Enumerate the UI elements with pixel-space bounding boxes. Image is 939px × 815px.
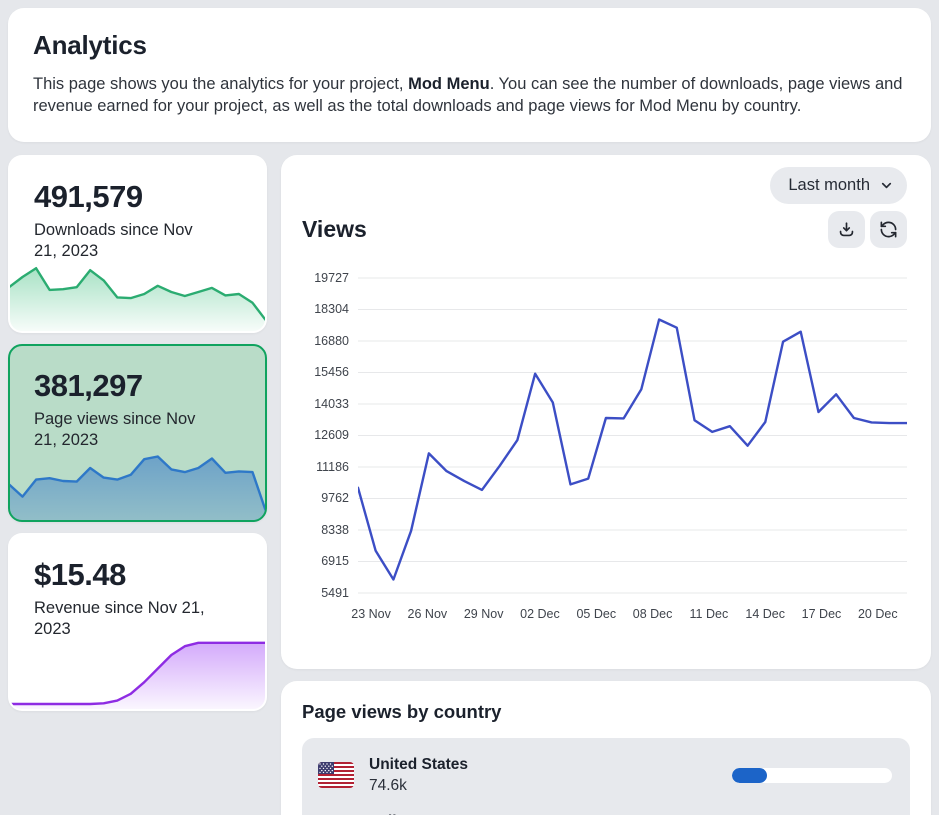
- country-name: United States: [369, 755, 469, 773]
- date-range-dropdown[interactable]: Last month: [770, 166, 907, 204]
- y-axis-label: 6915: [321, 554, 349, 569]
- country-list: United States 74.6k: [302, 737, 910, 815]
- country-bar-fill: [732, 767, 768, 783]
- x-axis-label: 05 Dec: [576, 606, 617, 621]
- y-axis-label: 12609: [314, 428, 349, 443]
- chart-title-row: Views: [302, 210, 907, 248]
- x-axis-label: 02 Dec: [520, 606, 560, 621]
- y-axis-label: 19727: [314, 270, 349, 285]
- revenue-label: Revenue since Nov 21, 2023: [34, 598, 205, 638]
- country-views-value: 74.6k: [369, 776, 407, 794]
- country-text: United States 74.6k: [369, 756, 468, 795]
- x-axis-label: 11 Dec: [689, 606, 729, 621]
- us-flag-icon: [318, 762, 354, 789]
- download-icon: [837, 220, 856, 239]
- y-axis-label: 16880: [314, 333, 349, 348]
- y-axis-label: 8338: [321, 522, 349, 537]
- y-axis-label: 14033: [314, 396, 349, 411]
- stat-card-downloads[interactable]: 491,579 Downloads since Nov 21, 2023: [8, 154, 267, 333]
- date-range-value: Last month: [788, 175, 870, 194]
- country-text: India: [369, 813, 405, 815]
- country-views-card: Page views by country: [281, 680, 931, 815]
- project-name: Mod Menu: [408, 75, 490, 93]
- country-panel-title: Page views by country: [302, 700, 502, 722]
- y-axis-label: 15456: [314, 365, 349, 380]
- stat-card-page-views[interactable]: 381,297 Page views since Nov 21, 2023: [8, 343, 267, 522]
- page-views-count: 381,297: [34, 367, 143, 403]
- x-axis-label: 26 Nov: [407, 606, 448, 621]
- stat-column: 491,579 Downloads since Nov 21, 2023 381…: [8, 154, 267, 711]
- downloads-label: Downloads since Nov 21, 2023: [34, 220, 193, 260]
- chart-title: Views: [302, 215, 367, 242]
- country-bar-track: [732, 767, 892, 783]
- main-column: Last month Views: [281, 154, 931, 815]
- stat-card-revenue[interactable]: $15.48 Revenue since Nov 21, 2023: [8, 532, 267, 711]
- country-row-india: India: [316, 804, 896, 815]
- page-title: Analytics: [33, 30, 147, 60]
- views-plot: [358, 273, 907, 603]
- y-axis-label: 18304: [314, 302, 349, 317]
- revenue-sparkline: [10, 632, 265, 709]
- download-chart-button[interactable]: [828, 210, 865, 248]
- x-axis-label: 14 Dec: [745, 606, 785, 621]
- y-axis-label: 5491: [321, 585, 349, 600]
- refresh-chart-button[interactable]: [870, 210, 907, 248]
- y-axis: 19727 18304 16880 15456 14033 12609 11186 9762 8…: [302, 270, 358, 603]
- page-description-pre: This page shows you the analytics for yo…: [33, 75, 409, 93]
- downloads-count: 491,579: [34, 178, 143, 214]
- x-axis-label: 29 Nov: [463, 606, 504, 621]
- x-axis-label: 08 Dec: [632, 606, 673, 621]
- chart-actions: [828, 210, 907, 248]
- country-row-united-states: United States 74.6k: [316, 747, 896, 804]
- downloads-sparkline: [10, 254, 265, 331]
- x-axis-label: 23 Nov: [351, 606, 391, 621]
- x-axis: 23 Nov 26 Nov 29 Nov 02 Dec 05 Dec 08 Dec 11 D…: [351, 606, 907, 631]
- x-axis-label: 20 Dec: [857, 606, 898, 621]
- chevron-down-icon: [879, 178, 894, 193]
- page-views-label: Page views since Nov 21, 2023: [34, 409, 196, 449]
- analytics-header-card: Analytics This page shows you the analyt…: [8, 8, 931, 142]
- page-description-post: . You can see the number of downloads, p…: [33, 75, 903, 115]
- content-columns: 491,579 Downloads since Nov 21, 2023 381…: [8, 154, 931, 815]
- views-chart-card: Last month Views: [281, 154, 931, 669]
- country-name: India: [369, 813, 405, 815]
- x-axis-label: 17 Dec: [801, 606, 842, 621]
- views-chart-area: 19727 18304 16880 15456 14033 12609 11186 9762 8…: [302, 270, 907, 603]
- range-row: Last month: [302, 166, 907, 204]
- revenue-count: $15.48: [34, 556, 126, 592]
- page-views-sparkline: [10, 443, 265, 520]
- y-axis-label: 9762: [321, 491, 349, 506]
- y-axis-label: 11186: [316, 459, 349, 474]
- page-description: This page shows you the analytics for yo…: [33, 74, 906, 118]
- views-line-chart: [358, 273, 907, 603]
- refresh-icon: [879, 220, 898, 239]
